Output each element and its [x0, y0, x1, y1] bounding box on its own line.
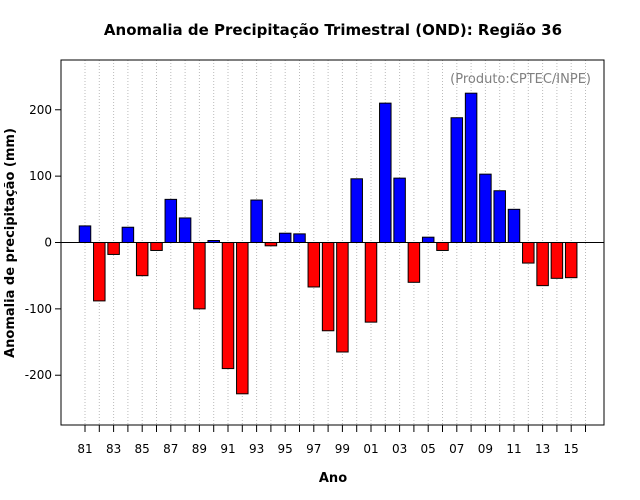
- bar-01: [364, 242, 378, 323]
- x-tick-label: 81: [77, 442, 92, 456]
- bar-89: [193, 242, 206, 310]
- x-tick-label: 87: [163, 442, 178, 456]
- x-tick-label: 03: [392, 442, 407, 456]
- x-tick-label: 83: [106, 442, 121, 456]
- bar-09: [479, 173, 492, 244]
- bar-96: [293, 233, 306, 243]
- bar-99: [336, 242, 349, 353]
- x-axis-label: Ano: [319, 471, 347, 486]
- y-tick-label: 100: [29, 169, 52, 183]
- x-tick-label: 93: [249, 442, 264, 456]
- x-tick-label: 97: [306, 442, 321, 456]
- x-axis: 81 83 85 87 89 91 93 95 97 99 01 03 05 07 09 11 13 15: [77, 425, 586, 456]
- x-tick-label: 07: [449, 442, 464, 456]
- y-tick-label: 0: [44, 236, 52, 250]
- bar-88: [178, 217, 192, 243]
- y-tick-label: -100: [25, 302, 52, 316]
- bar-00: [350, 178, 363, 243]
- bar-91: [221, 242, 235, 370]
- y-tick-label: -200: [25, 368, 52, 382]
- bar-12: [522, 242, 535, 264]
- bar-04: [407, 242, 421, 283]
- bar-84: [121, 226, 135, 243]
- bar-15: [564, 242, 578, 279]
- bar-11: [507, 208, 521, 243]
- x-tick-label: 99: [335, 442, 350, 456]
- bar-87: [164, 198, 178, 243]
- bar-86: [150, 242, 163, 251]
- x-tick-label: 01: [363, 442, 378, 456]
- bar-93: [250, 199, 263, 243]
- x-tick-label: 09: [478, 442, 493, 456]
- chart-title: Anomalia de Precipitação Trimestral (OND…: [104, 21, 562, 39]
- bar-92: [236, 242, 249, 395]
- bar-83: [107, 242, 120, 255]
- bar-81: [78, 225, 92, 243]
- x-tick-label: 05: [421, 442, 436, 456]
- grid: [84, 60, 586, 425]
- x-tick-label: 85: [135, 442, 150, 456]
- x-tick-label: 95: [278, 442, 293, 456]
- bar-82: [93, 242, 106, 302]
- x-tick-label: 89: [192, 442, 207, 456]
- y-axis: -200 -100 0 100 200: [25, 103, 61, 382]
- bar-10: [493, 190, 506, 243]
- bar-07: [450, 117, 464, 243]
- x-tick-label: 13: [535, 442, 550, 456]
- bar-98: [321, 242, 335, 332]
- bar-95: [278, 232, 292, 243]
- bar-05: [421, 236, 435, 243]
- bar-85: [135, 242, 149, 277]
- bar-03: [393, 177, 406, 243]
- y-tick-label: 200: [29, 103, 52, 117]
- bar-97: [307, 242, 321, 288]
- bar-06: [436, 242, 449, 251]
- bar-13: [536, 242, 549, 287]
- x-tick-label: 15: [564, 442, 579, 456]
- x-tick-label: 91: [220, 442, 235, 456]
- credit-text: (Produto:CPTEC/INPE): [450, 72, 591, 87]
- bar-14: [550, 242, 564, 279]
- x-tick-label: 11: [506, 442, 521, 456]
- bar-02: [379, 102, 392, 243]
- bar-08: [464, 92, 478, 243]
- y-axis-label: Anomalia de precipitação (mm): [3, 128, 18, 358]
- bars: [78, 92, 578, 395]
